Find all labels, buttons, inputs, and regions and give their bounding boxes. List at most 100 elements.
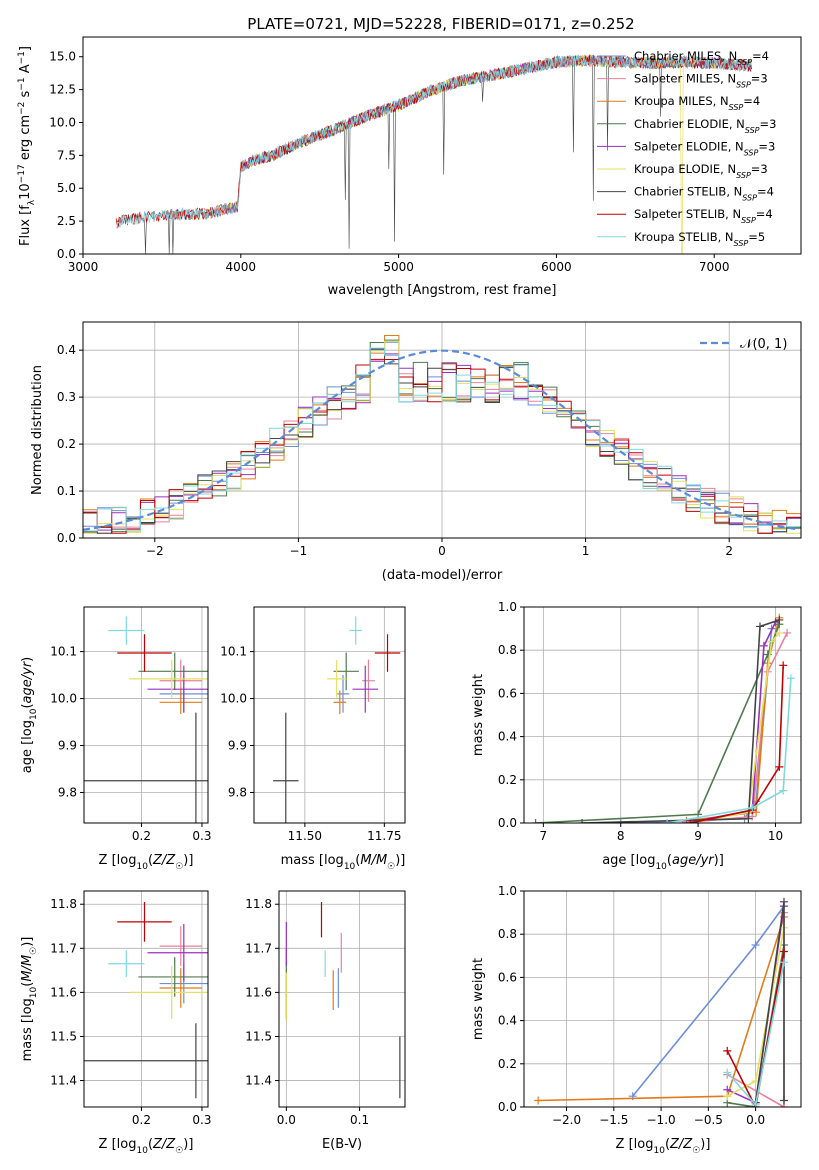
errorbar-point: [129, 965, 208, 1019]
weight-marker: [531, 819, 540, 823]
y-tick-label: 15.0: [49, 50, 76, 64]
weight-series-6: [754, 901, 785, 1103]
y-tick-label: 0.6: [498, 686, 517, 700]
weight-marker: [616, 819, 625, 823]
y-tick-label: 0.2: [57, 437, 76, 451]
weight-series-7: [726, 951, 785, 1107]
errorbar-point: [117, 634, 172, 672]
spectrum-plot: [115, 53, 753, 254]
residuals-frame: [82, 321, 802, 539]
y-tick-label: 0.2: [498, 1057, 517, 1071]
x-tick-label: 10: [768, 829, 783, 843]
x-tick-label: 0.2: [132, 829, 151, 843]
weight-series-7: [690, 665, 784, 823]
x-tick-label: −2: [146, 544, 164, 558]
weight-marker: [663, 819, 672, 823]
y-axis-label: mass weight: [471, 674, 486, 756]
weight-marker: [755, 622, 764, 631]
errorbar-point: [374, 634, 401, 672]
spectrum-frame: [82, 36, 802, 255]
x-tick-label: 5000: [383, 260, 414, 274]
y-tick-label: 9.8: [58, 785, 77, 799]
mass-vs-ebv-axes: 0.0 0.1 11.4 11.5 11.6 11.7 11.8: [245, 891, 405, 1127]
weight-marker: [779, 897, 788, 906]
x-tick-label: −1.0: [647, 1113, 676, 1127]
x-tick-label: 2: [725, 544, 733, 558]
x-axis-label: E(B-V): [322, 1137, 362, 1152]
y-axis-label: mass [log10(M/M☉)]: [20, 937, 39, 1062]
y-tick-label: 0.0: [498, 1100, 517, 1114]
y-tick-label: 0.2: [498, 773, 517, 787]
x-tick-label: 0.3: [192, 829, 211, 843]
weight-marker: [744, 814, 753, 823]
y-tick-label: 11.8: [50, 897, 77, 911]
weight-series-5: [690, 632, 780, 823]
y-tick-label: 11.4: [50, 1074, 77, 1088]
weight-marker: [779, 1096, 788, 1105]
y-tick-label: 1.0: [498, 884, 517, 898]
figure-title: PLATE=0721, MJD=52228, FIBERID=0171, z=0…: [247, 15, 634, 33]
legend-entry: Salpeter ELODIE, NSSP=3: [634, 139, 775, 157]
y-tick-label: 11.7: [50, 941, 77, 955]
errorbar-point: [84, 1023, 208, 1099]
y-tick-label: 9.9: [228, 739, 247, 753]
weight-marker: [748, 803, 757, 812]
y-tick-label: 11.5: [245, 1029, 272, 1043]
errorbar-point: [117, 902, 172, 942]
y-tick-label: 11.6: [245, 985, 272, 999]
y-tick-label: 0.1: [57, 484, 76, 498]
y-tick-label: 0.6: [498, 970, 517, 984]
y-tick-label: 12.5: [49, 83, 76, 97]
errorbar-point: [108, 616, 145, 645]
errorbar-point: [147, 924, 208, 982]
y-axis-label: Flux [fλ10−17 erg cm−2 s−1 A−1]: [17, 46, 37, 246]
normal-reference-curve: [83, 349, 799, 531]
x-tick-label: 1: [582, 544, 590, 558]
age-vs-Z-axes: 0.2 0.3 9.8 9.9 10.0 10.1: [50, 607, 211, 843]
errorbar-point: [327, 660, 347, 698]
errorbar-point: [159, 690, 202, 715]
y-tick-label: 9.9: [58, 739, 77, 753]
mass-vs-Z-axes: 0.2 0.3 11.4 11.5 11.6 11.7 11.8: [50, 891, 211, 1127]
x-tick-label: −1.5: [599, 1113, 628, 1127]
weight-marker: [686, 819, 695, 823]
age-vs-Z-plot: [84, 616, 208, 823]
x-axis-label: Z [log10(Z/Z☉)]: [99, 1137, 194, 1156]
x-tick-label: −2.0: [552, 1113, 581, 1127]
spectrum-series-7: [115, 54, 752, 228]
mass-weight-vs-age-plot: [531, 613, 795, 823]
x-axis-label: mass [log10(M/M☉)]: [281, 853, 406, 872]
y-tick-label: 11.8: [245, 897, 272, 911]
x-tick-label: −0.5: [694, 1113, 723, 1127]
legend-entry: Salpeter STELIB, NSSP=4: [634, 207, 773, 225]
residuals-axes: −2 −1 0 1 2 0.0 0.1 0.2 0.3 0.4: [57, 322, 801, 558]
y-tick-label: 7.5: [57, 148, 76, 162]
errorbar-point: [129, 660, 208, 698]
weight-series-3: [535, 624, 781, 823]
x-tick-label: 3000: [68, 260, 99, 274]
y-tick-label: 0.0: [57, 247, 76, 261]
mass-weight-vs-age-frame: [523, 606, 802, 824]
y-tick-label: 10.1: [50, 645, 77, 659]
y-tick-label: 10.1: [220, 645, 247, 659]
errorbar-point: [362, 659, 375, 702]
y-tick-label: 10.0: [49, 115, 76, 129]
errorbar-point: [159, 926, 202, 966]
legend-entry: Kroupa MILES, NSSP=4: [634, 94, 760, 112]
weight-marker: [578, 819, 587, 823]
x-tick-label: 11.50: [288, 829, 322, 843]
x-tick-label: 4000: [226, 260, 257, 274]
x-tick-label: 8: [617, 829, 625, 843]
errorbar-point: [349, 616, 363, 645]
errorbar-point: [352, 665, 378, 713]
y-tick-label: 11.4: [245, 1074, 272, 1088]
mass-vs-ebv-frame: [278, 890, 406, 1108]
y-tick-label: 11.5: [50, 1029, 77, 1043]
legend-entry: Chabrier ELODIE, NSSP=3: [634, 117, 776, 135]
y-tick-label: 1.0: [498, 600, 517, 614]
x-axis-label: Z [log10(Z/Z☉)]: [99, 853, 194, 872]
x-tick-label: 7: [540, 829, 548, 843]
mass-vs-Z-frame: [83, 890, 209, 1108]
mass-weight-vs-Z-frame: [523, 890, 802, 1108]
x-tick-label: 0.0: [746, 1113, 765, 1127]
